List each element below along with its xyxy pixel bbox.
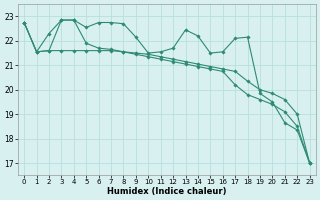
- X-axis label: Humidex (Indice chaleur): Humidex (Indice chaleur): [107, 187, 227, 196]
